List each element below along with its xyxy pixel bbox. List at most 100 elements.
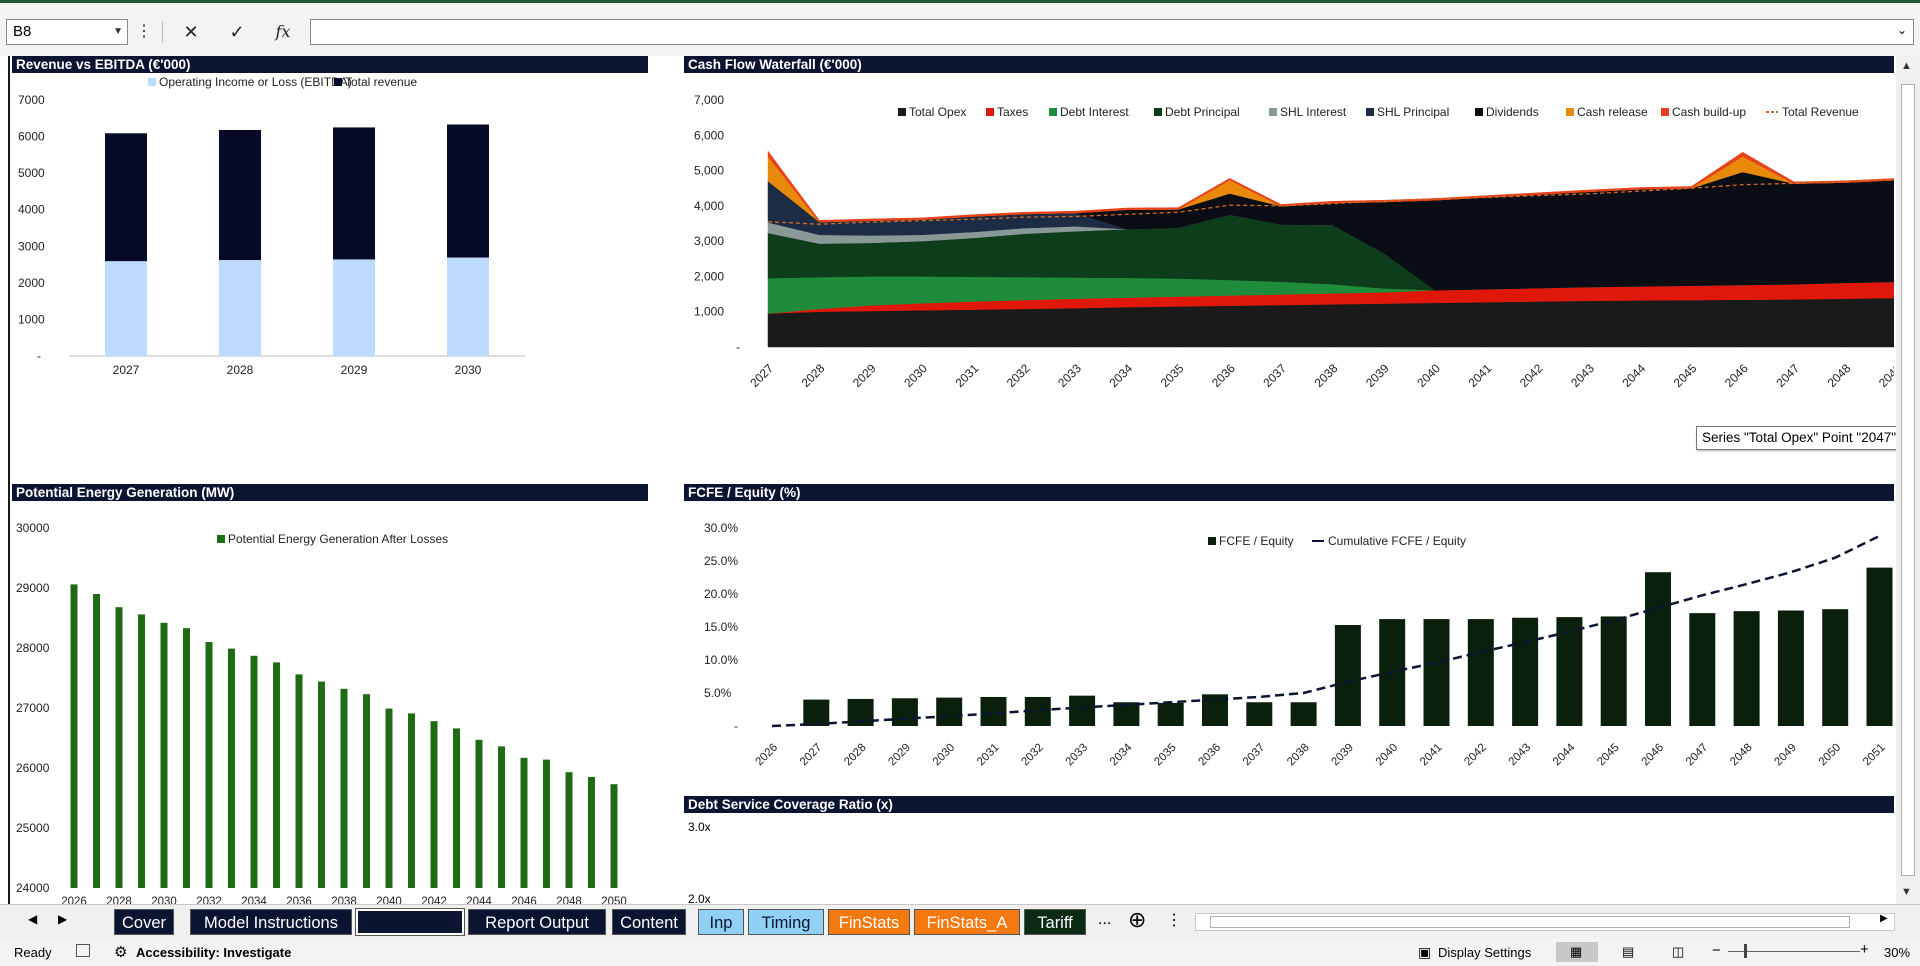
x-tick-label: 2032 [1019, 742, 1046, 769]
tab-report-output[interactable]: Report Output [468, 909, 606, 935]
vertical-scrollbar[interactable]: ▲ ▼ [1896, 56, 1920, 904]
x-tick-label: 2037 [1241, 742, 1268, 769]
bar-total-revenue [447, 124, 489, 258]
x-tick-label: 2046 [1640, 742, 1667, 769]
page-layout-icon[interactable]: ▤ [1622, 944, 1635, 959]
normal-view-button[interactable] [1556, 942, 1598, 962]
next-sheet-icon[interactable]: ▶ [58, 912, 68, 926]
tab-finstats[interactable]: FinStats [828, 909, 910, 935]
legend-label: Taxes [997, 105, 1028, 119]
zoom-out-button[interactable]: − [1712, 942, 1721, 959]
y-tick-label: 28000 [16, 641, 50, 655]
bar-energy [318, 681, 325, 888]
expand-formula-icon[interactable]: ⌄ [1896, 23, 1907, 37]
tab-timing[interactable]: Timing [748, 909, 824, 935]
x-tick-label: 2049 [1876, 361, 1894, 390]
x-tick-label: 2027 [798, 742, 825, 769]
cash-flow-waterfall-chart[interactable]: Cash Flow Waterfall (€'000) - 1,000 2,000 3… [684, 56, 1894, 462]
bar-ebitda [447, 257, 489, 356]
chevron-down-icon[interactable]: ▼ [113, 26, 123, 37]
bar-energy [250, 655, 258, 888]
x-tick-label: 2050 [601, 896, 627, 904]
scroll-thumb[interactable] [1210, 916, 1850, 928]
horizontal-scrollbar[interactable] [1195, 913, 1895, 931]
bar-fcfe [936, 697, 963, 726]
prev-sheet-icon[interactable]: ◀ [28, 912, 38, 926]
tab-options-icon[interactable]: ⋮ [1166, 912, 1182, 929]
macro-record-icon[interactable] [76, 944, 90, 957]
cash-flow-plot: - 1,000 2,000 3,000 4,000 5,000 6,000 7,000 2027… [694, 93, 1894, 390]
add-sheet-icon[interactable]: ⊕ [1128, 907, 1147, 932]
x-tick-label: 2035 [1158, 361, 1187, 390]
tab-cover[interactable]: Cover [114, 909, 174, 935]
display-settings-button[interactable]: Display Settings [1438, 945, 1532, 960]
page-break-icon[interactable]: ◫ [1672, 944, 1685, 959]
cancel-icon[interactable]: ✕ [183, 22, 199, 42]
revenue-ebitda-chart[interactable]: Revenue vs EBITDA (€'000) - 1000 2000 3000 4… [12, 56, 648, 462]
tab-content[interactable]: Content [612, 909, 686, 935]
y-tick-label: 3000 [18, 239, 45, 253]
dscr-chart[interactable]: Debt Service Coverage Ratio (x) 3.0x 2.0… [684, 796, 1894, 906]
accessibility-status[interactable]: Accessibility: Investigate [136, 945, 292, 960]
tab-model-instructions[interactable]: Model Instructions [190, 909, 352, 935]
y-tick-label: 10.0% [704, 653, 738, 667]
scroll-thumb[interactable] [1901, 84, 1915, 876]
x-tick-label: 2030 [151, 896, 177, 904]
legend-label: FCFE / Equity [1219, 534, 1294, 548]
chart-title: Debt Service Coverage Ratio (x) [684, 796, 1894, 813]
y-tick-label: 5.0% [704, 686, 732, 700]
legend-label: Total revenue [345, 75, 417, 89]
legend-label: Cumulative FCFE / Equity [1328, 534, 1466, 548]
bar-energy [520, 757, 528, 888]
x-tick-label: 2048 [1728, 742, 1755, 769]
x-tick-label: 2042 [421, 896, 447, 904]
sheet-left-border [8, 56, 10, 904]
more-sheets-button[interactable]: ... [1098, 911, 1112, 928]
tab-tariff[interactable]: Tariff [1024, 909, 1086, 935]
status-bar: Ready ⚙ Accessibility: Investigate ▣ Dis… [0, 938, 1920, 966]
zoom-slider[interactable] [1728, 951, 1860, 952]
bar-fcfe [891, 698, 918, 726]
x-tick-label: 2030 [931, 742, 958, 769]
bar-fcfe [1866, 567, 1893, 726]
zoom-in-button[interactable]: + [1860, 941, 1869, 958]
name-box[interactable]: B8 ▼ [6, 19, 128, 45]
x-tick-label: 2041 [1466, 361, 1495, 390]
x-tick-label: 2028 [799, 361, 828, 390]
bar-fcfe [1423, 619, 1450, 726]
normal-view-icon: ▦ [1570, 944, 1583, 959]
tab-inp[interactable]: Inp [698, 909, 744, 935]
bar-fcfe [1290, 702, 1317, 726]
worksheet-area[interactable]: Revenue vs EBITDA (€'000) - 1000 2000 3000 4… [0, 56, 1920, 906]
x-tick-label: 2031 [953, 361, 982, 390]
x-tick-label: 2038 [1285, 742, 1312, 769]
legend-label: Dividends [1486, 105, 1539, 119]
x-tick-label: 2044 [466, 896, 492, 904]
energy-generation-chart[interactable]: Potential Energy Generation (MW) 24000 25… [12, 484, 648, 904]
x-tick-label: 2039 [1329, 742, 1356, 769]
bar-energy [543, 759, 550, 888]
legend-swatch [1269, 108, 1277, 116]
enter-icon[interactable]: ✓ [229, 22, 245, 42]
tab-finstats-a[interactable]: FinStats_A [914, 909, 1020, 935]
y-tick-label: 20.0% [704, 587, 738, 601]
x-tick-label: 2034 [241, 896, 267, 904]
bar-fcfe [1600, 616, 1627, 726]
scroll-up-icon[interactable]: ▲ [1901, 60, 1912, 72]
scroll-right-icon[interactable]: ▶ [1880, 913, 1888, 924]
legend-swatch [148, 78, 156, 86]
display-settings-icon[interactable]: ▣ [1418, 944, 1432, 960]
y-tick-label: 3,000 [694, 234, 724, 248]
more-options-icon[interactable]: ⋮ [136, 23, 152, 40]
scroll-down-icon[interactable]: ▼ [1901, 886, 1912, 898]
zoom-level[interactable]: 30% [1884, 945, 1911, 960]
x-tick-label: 2029 [341, 363, 368, 377]
fcfe-equity-chart[interactable]: FCFE / Equity (%) - 5.0% 10.0% 15.0% 20.0% 25… [684, 484, 1894, 784]
y-tick-label: 30.0% [704, 521, 738, 535]
accessibility-icon[interactable]: ⚙ [114, 944, 128, 961]
formula-input[interactable]: ⌄ [310, 19, 1914, 45]
zoom-slider-thumb[interactable] [1744, 944, 1747, 958]
insert-function-icon[interactable]: fx [275, 22, 291, 41]
tab-dashboard[interactable]: Dashboard [355, 908, 465, 936]
bar-fcfe [1512, 617, 1539, 726]
